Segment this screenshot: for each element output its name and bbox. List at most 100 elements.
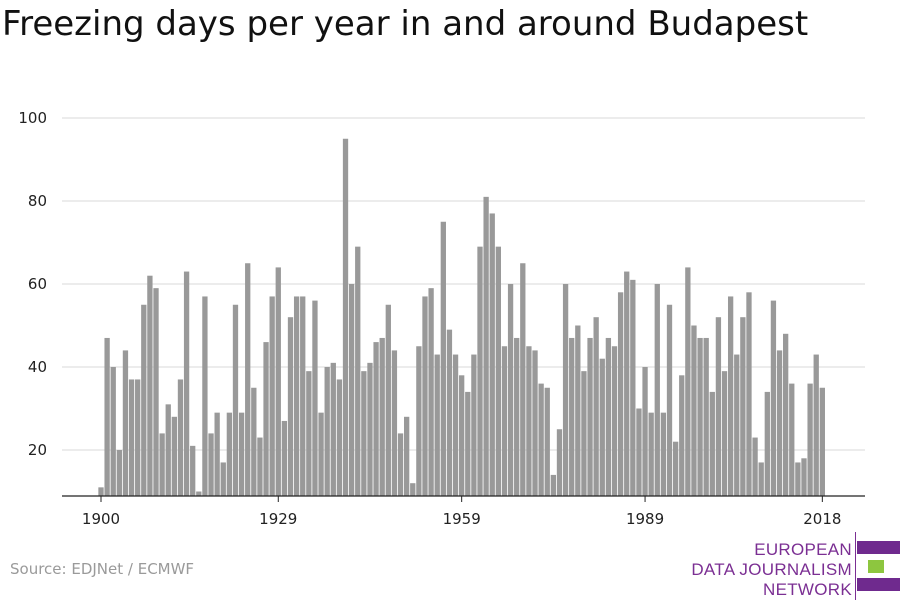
bar: [202, 296, 208, 496]
bar: [477, 246, 483, 496]
logo-line: NETWORK: [763, 580, 852, 599]
bar: [263, 342, 269, 496]
bar: [141, 304, 147, 496]
bar: [764, 391, 770, 496]
logo-bar-green: [868, 560, 884, 573]
logo-bar-purple: [857, 578, 900, 591]
bar: [514, 337, 520, 496]
bar: [642, 367, 648, 496]
y-tick-label: 40: [28, 358, 47, 376]
bar: [740, 317, 746, 496]
bar-chart: 20 40 60 80 100 1900 1929 1959 1989 2018: [18, 109, 865, 528]
bar: [685, 267, 691, 496]
bar: [257, 437, 263, 496]
bar: [318, 412, 324, 496]
bar: [801, 458, 807, 496]
y-tick-label: 20: [28, 441, 47, 459]
bar: [238, 412, 245, 496]
bar: [434, 354, 440, 496]
bar: [165, 404, 171, 496]
bar: [361, 371, 367, 496]
bar: [471, 354, 477, 496]
y-tick-label: 60: [28, 275, 47, 293]
bar: [666, 304, 673, 496]
bar: [183, 271, 190, 496]
bar: [599, 358, 605, 496]
bar: [147, 275, 153, 496]
bar: [679, 375, 685, 496]
bar: [636, 408, 642, 496]
bar: [544, 387, 550, 496]
bar: [214, 412, 220, 496]
bar: [251, 387, 257, 496]
bar: [269, 296, 275, 496]
bar: [483, 196, 489, 496]
bar: [190, 445, 196, 496]
bar: [281, 420, 288, 496]
bar: [293, 296, 300, 496]
bar: [177, 379, 184, 496]
bars: [98, 138, 825, 496]
bar: [813, 354, 819, 496]
bar: [98, 487, 104, 496]
bar: [440, 221, 446, 496]
bar: [135, 379, 141, 496]
bar: [697, 337, 703, 496]
bar: [446, 329, 453, 496]
bar: [605, 337, 612, 496]
bar: [324, 367, 330, 496]
edjnet-logo: EUROPEAN DATA JOURNALISM NETWORK: [670, 532, 900, 600]
bar: [410, 483, 416, 496]
bar: [556, 429, 563, 496]
bar: [336, 379, 343, 496]
bar: [758, 462, 764, 496]
x-tick-label: 2018: [803, 510, 841, 528]
bar: [581, 371, 587, 496]
bar: [367, 362, 373, 496]
bar: [330, 362, 336, 496]
bar: [611, 346, 618, 496]
bar: [734, 354, 740, 496]
bar: [416, 346, 422, 496]
bar: [196, 491, 202, 496]
bar: [624, 271, 630, 496]
bar: [501, 346, 508, 496]
bar: [159, 433, 165, 496]
bar: [153, 288, 159, 496]
bar: [550, 474, 557, 496]
bar: [593, 317, 599, 496]
bar: [526, 346, 532, 496]
bar: [226, 412, 233, 496]
bar: [617, 292, 624, 496]
bar: [575, 325, 581, 496]
y-tick-label: 100: [18, 109, 47, 127]
bar: [715, 317, 722, 496]
bar: [104, 337, 110, 496]
bar: [287, 317, 294, 496]
bar: [630, 279, 636, 496]
bar: [385, 304, 391, 496]
chart-title: Freezing days per year in and around Bud…: [2, 4, 809, 44]
bar: [459, 375, 465, 496]
x-tick-label: 1989: [626, 510, 664, 528]
bar: [128, 379, 135, 496]
bar: [532, 350, 538, 496]
bar: [660, 412, 667, 496]
bar: [562, 284, 569, 496]
bar: [232, 304, 239, 496]
bar: [752, 437, 758, 496]
logo-line: DATA JOURNALISM: [691, 560, 852, 579]
bar: [275, 267, 281, 496]
bar: [122, 350, 129, 496]
bar: [520, 263, 526, 496]
bar: [495, 246, 501, 496]
bar: [654, 284, 660, 496]
bar: [489, 213, 495, 496]
bar: [776, 350, 783, 496]
bar: [672, 441, 679, 496]
bar: [709, 391, 715, 496]
bar: [379, 337, 385, 496]
x-tick-label: 1900: [82, 510, 120, 528]
bar: [300, 296, 306, 496]
bar: [569, 337, 575, 496]
